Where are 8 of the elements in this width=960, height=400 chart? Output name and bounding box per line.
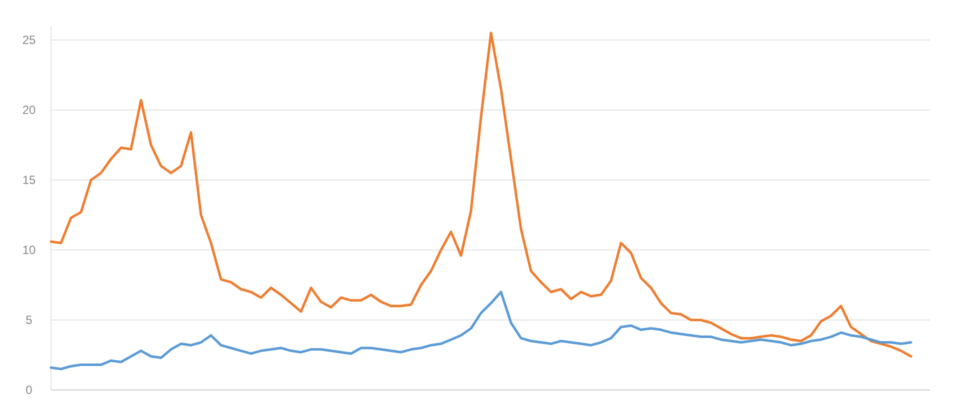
y-tick-label: 5 (26, 313, 33, 328)
y-tick-label: 25 (22, 33, 36, 48)
y-tick-label: 20 (22, 103, 36, 118)
y-tick-label: 10 (22, 243, 36, 258)
line-series (50, 290, 912, 370)
line-series (50, 32, 912, 358)
y-tick-label: 0 (26, 383, 33, 398)
y-tick-label: 15 (22, 173, 36, 188)
